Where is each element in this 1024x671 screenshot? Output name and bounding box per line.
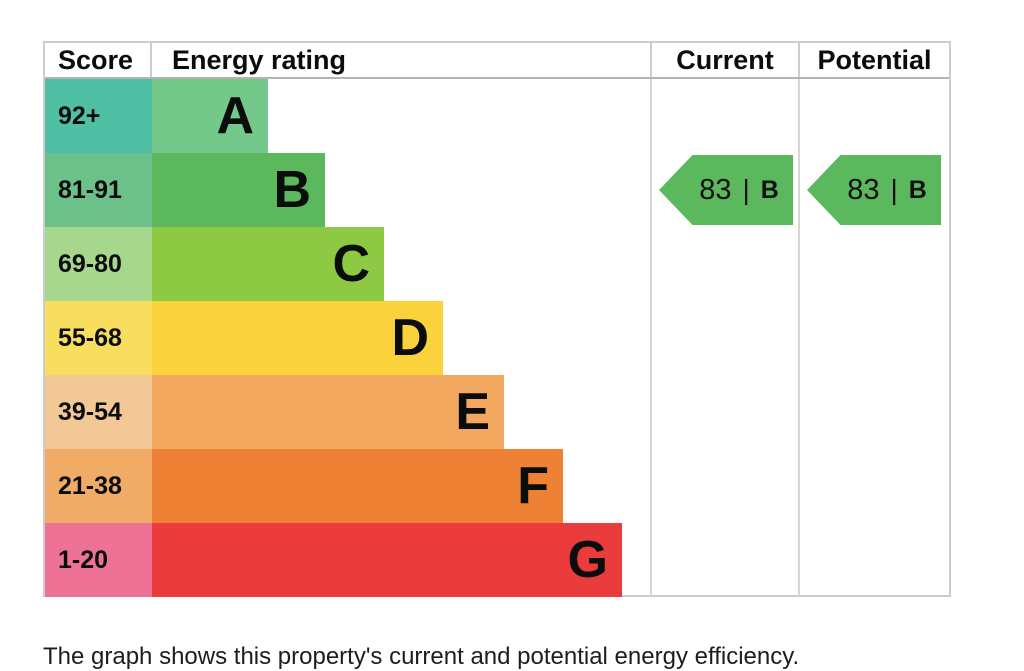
- band-bar-C: C: [152, 227, 384, 301]
- band-bar-F: F: [152, 449, 563, 523]
- band-row-C: 69-80 C: [45, 227, 650, 301]
- band-bar-E: E: [152, 375, 504, 449]
- band-row-D: 55-68 D: [45, 301, 650, 375]
- score-range-label: 92+: [45, 79, 152, 153]
- current-rating-value: 83: [699, 173, 732, 206]
- current-rating-band: B: [760, 175, 779, 204]
- current-column: 83 | B: [650, 79, 798, 597]
- potential-rating-arrow: 83 | B: [807, 155, 941, 225]
- band-row-G: 1-20 G: [45, 523, 650, 597]
- score-range-label: 55-68: [45, 301, 152, 375]
- score-column-header: Score: [45, 43, 152, 77]
- current-rating-arrow: 83 | B: [659, 155, 793, 225]
- footer-caption: The graph shows this property's current …: [43, 643, 800, 670]
- table-body: 92+ A 81-91 B 69-80 C 55-68 D 39-54 E 21-38 F 1-20 G …: [45, 79, 949, 597]
- band-row-A: 92+ A: [45, 79, 650, 153]
- score-range-label: 39-54: [45, 375, 152, 449]
- score-range-label: 81-91: [45, 153, 152, 227]
- potential-rating-value: 83: [847, 173, 880, 206]
- band-bar-D: D: [152, 301, 443, 375]
- potential-rating-separator: |: [890, 174, 898, 205]
- epc-rating-table: Score Energy rating Current Potential 92…: [43, 41, 951, 597]
- score-range-label: 1-20: [45, 523, 152, 597]
- current-rating-separator: |: [742, 174, 750, 205]
- band-row-E: 39-54 E: [45, 375, 650, 449]
- energy-rating-column-header: Energy rating: [172, 44, 347, 75]
- band-bar-B: B: [152, 153, 325, 227]
- band-rows: 92+ A 81-91 B 69-80 C 55-68 D 39-54 E 21-38 F 1-20 G: [45, 79, 650, 597]
- band-row-F: 21-38 F: [45, 449, 650, 523]
- band-bar-A: A: [152, 79, 268, 153]
- band-row-B: 81-91 B: [45, 153, 650, 227]
- table-header: Score Energy rating Current Potential: [45, 43, 949, 79]
- current-column-header: Current: [650, 43, 798, 77]
- score-range-label: 69-80: [45, 227, 152, 301]
- potential-rating-band: B: [908, 175, 927, 204]
- score-range-label: 21-38: [45, 449, 152, 523]
- band-bar-G: G: [152, 523, 622, 597]
- potential-column-header: Potential: [798, 43, 949, 77]
- potential-column: 83 | B: [798, 79, 951, 597]
